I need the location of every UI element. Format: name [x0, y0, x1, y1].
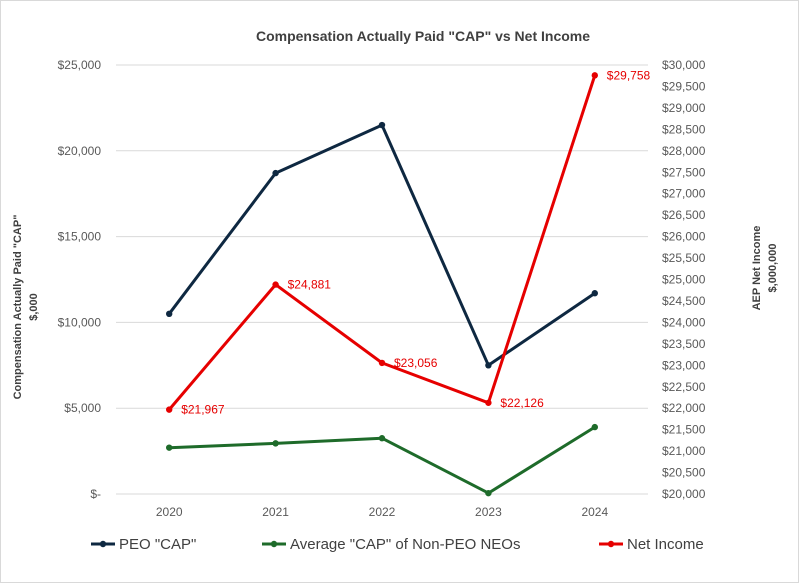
data-labels: $21,967 $24,881 $23,056 $22,126 $29,758 — [181, 68, 650, 416]
right-tick-label: $25,500 — [662, 251, 706, 265]
left-axis-unit: $,000 — [28, 293, 40, 321]
left-tick-label: $- — [90, 487, 101, 501]
right-tick-label: $22,000 — [662, 401, 706, 415]
legend-marker-peo — [99, 540, 107, 548]
right-tick-label: $20,500 — [662, 466, 706, 480]
x-tick-label: 2023 — [475, 505, 502, 519]
net-income-data-label: $23,056 — [394, 356, 438, 370]
right-axis-title: AEP Net Income — [751, 226, 763, 311]
right-tick-label: $23,000 — [662, 358, 706, 372]
x-tick-label: 2024 — [581, 505, 608, 519]
right-tick-label: $29,000 — [662, 101, 706, 115]
right-tick-label: $29,500 — [662, 79, 706, 93]
right-tick-label: $21,000 — [662, 444, 706, 458]
right-tick-label: $27,000 — [662, 187, 706, 201]
data-point-ni — [272, 281, 279, 288]
right-axis-ticks: $20,000 $20,500 $21,000 $21,500 $22,000 $22,5… — [662, 58, 706, 501]
left-tick-label: $5,000 — [64, 401, 101, 415]
data-point-peo — [272, 169, 279, 177]
data-point-neo — [485, 489, 492, 497]
data-point-ni — [591, 72, 598, 79]
right-tick-label: $20,000 — [662, 487, 706, 501]
right-tick-label: $27,500 — [662, 165, 706, 179]
x-tick-label: 2021 — [262, 505, 289, 519]
right-tick-label: $21,500 — [662, 423, 706, 437]
chart-title: Compensation Actually Paid "CAP" vs Net … — [256, 28, 590, 44]
series-lines — [166, 72, 598, 497]
x-tick-label: 2022 — [369, 505, 396, 519]
net-income-data-label: $22,126 — [500, 396, 544, 410]
data-point-neo — [166, 444, 173, 451]
data-point-neo — [591, 423, 598, 431]
left-axis-ticks: $- $5,000 $10,000 $15,000 $20,000 $25,000 — [58, 58, 102, 501]
data-point-neo — [272, 440, 279, 447]
left-tick-label: $10,000 — [58, 315, 102, 329]
right-tick-label: $22,500 — [662, 380, 706, 394]
left-tick-label: $20,000 — [58, 144, 102, 158]
data-point-peo — [166, 310, 173, 318]
left-axis-title: Compensation Actually Paid "CAP" — [12, 215, 24, 400]
data-point-ni — [166, 406, 173, 413]
right-tick-label: $26,000 — [662, 230, 706, 244]
x-tick-label: 2020 — [156, 505, 183, 519]
data-point-ni — [485, 399, 492, 406]
data-point-neo — [378, 435, 386, 442]
net-income-data-label: $24,881 — [288, 278, 332, 292]
legend-label-ni: Net Income — [627, 536, 704, 553]
right-tick-label: $25,000 — [662, 273, 706, 287]
data-point-peo — [591, 290, 598, 297]
right-tick-label: $24,000 — [662, 315, 706, 329]
right-axis-unit: $,000,000 — [767, 244, 779, 293]
data-point-ni — [378, 359, 386, 367]
legend-label-neo: Average "CAP" of Non-PEO NEOs — [290, 536, 520, 553]
left-tick-label: $15,000 — [58, 230, 102, 244]
right-tick-label: $26,500 — [662, 208, 706, 222]
right-tick-label: $24,500 — [662, 294, 706, 308]
legend: PEO "CAP" Average "CAP" of Non-PEO NEOs Ne… — [91, 536, 704, 553]
right-tick-label: $28,000 — [662, 144, 706, 158]
right-tick-label: $28,500 — [662, 122, 706, 136]
right-tick-label: $23,500 — [662, 337, 706, 351]
legend-label-peo: PEO "CAP" — [119, 536, 196, 553]
data-point-peo — [378, 121, 386, 129]
x-axis-ticks: 2020 2021 2022 2023 2024 — [156, 505, 609, 519]
net-income-data-label: $29,758 — [607, 68, 651, 82]
legend-marker-ni — [607, 540, 615, 548]
net-income-data-label: $21,967 — [181, 403, 225, 417]
data-point-peo — [485, 362, 492, 369]
series-line-peo — [167, 123, 597, 367]
left-tick-label: $25,000 — [58, 58, 102, 72]
gridlines — [116, 64, 648, 495]
legend-marker-neo — [270, 540, 278, 548]
right-tick-label: $30,000 — [662, 58, 706, 72]
